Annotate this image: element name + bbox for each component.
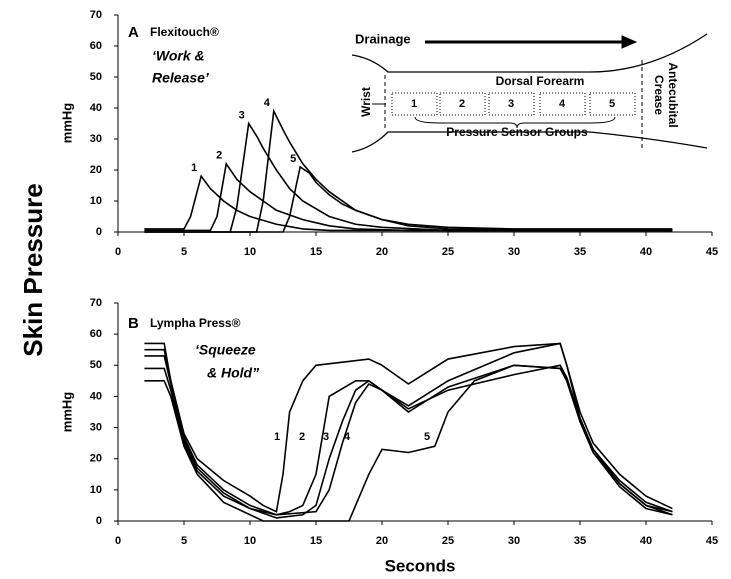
panel-subtitle: ‘Squeeze bbox=[195, 342, 256, 358]
series-line bbox=[144, 174, 673, 232]
series-label: 3 bbox=[323, 431, 329, 443]
sensor-label: 1 bbox=[411, 98, 417, 110]
crease-label: Antecubital bbox=[666, 62, 680, 127]
wrist-label: Wrist bbox=[359, 87, 373, 117]
series-line bbox=[144, 342, 673, 513]
panel-subtitle: Release’ bbox=[152, 70, 210, 86]
y-tick-label: 20 bbox=[90, 164, 102, 176]
y-tick-label: 30 bbox=[90, 133, 102, 145]
arm-outline bbox=[351, 33, 708, 73]
y-tick-label: 30 bbox=[90, 421, 102, 433]
y-tick-label: 10 bbox=[90, 195, 102, 207]
x-tick-label: 5 bbox=[181, 246, 187, 258]
y-tick-label: 0 bbox=[96, 515, 102, 527]
sensor-label: 5 bbox=[609, 98, 615, 110]
sensor-box bbox=[439, 92, 486, 116]
series-line bbox=[144, 364, 673, 522]
x-tick-label: 45 bbox=[706, 246, 718, 258]
x-tick-label: 15 bbox=[310, 535, 322, 547]
sensors-label: Pressure Sensor Groups bbox=[446, 125, 588, 139]
x-tick-label: 10 bbox=[244, 535, 256, 547]
x-tick-label: 20 bbox=[376, 535, 388, 547]
x-tick-label: 10 bbox=[244, 246, 256, 258]
series-label: 4 bbox=[344, 431, 351, 443]
x-tick-label: 20 bbox=[376, 246, 388, 258]
y-tick-label: 50 bbox=[90, 359, 102, 371]
x-tick-label: 35 bbox=[574, 535, 586, 547]
panel-subtitle: ‘Work & bbox=[152, 48, 205, 64]
sensor-box bbox=[488, 92, 535, 116]
series-label: 1 bbox=[191, 162, 197, 174]
sensor-box bbox=[589, 92, 636, 116]
x-tick-label: 15 bbox=[310, 246, 322, 258]
x-tick-label: 40 bbox=[640, 246, 652, 258]
drainage-label: Drainage bbox=[355, 31, 411, 46]
series-line bbox=[144, 161, 673, 232]
y-tick-label: 20 bbox=[90, 453, 102, 465]
series-line bbox=[144, 121, 673, 233]
arm-outline bbox=[351, 131, 708, 153]
figure-x-label: Seconds bbox=[385, 556, 456, 575]
series-label: 3 bbox=[239, 109, 245, 121]
y-tick-label: 70 bbox=[90, 297, 102, 309]
y-tick-label: 0 bbox=[96, 226, 102, 238]
y-tick-label: 50 bbox=[90, 71, 102, 83]
y-tick-label: 10 bbox=[90, 484, 102, 496]
x-tick-label: 25 bbox=[442, 535, 454, 547]
series-label: 5 bbox=[424, 431, 430, 443]
sensor-brace bbox=[414, 116, 616, 129]
x-tick-label: 35 bbox=[574, 246, 586, 258]
sensor-label: 2 bbox=[459, 98, 465, 110]
forearm-diagram bbox=[351, 33, 708, 153]
y-tick-label: 60 bbox=[90, 328, 102, 340]
x-tick-label: 5 bbox=[181, 535, 187, 547]
series-line bbox=[144, 165, 673, 233]
series-line bbox=[144, 364, 673, 516]
y-axis-label: mmHg bbox=[59, 103, 74, 144]
y-tick-label: 40 bbox=[90, 390, 102, 402]
drainage-arrow bbox=[621, 35, 638, 49]
y-tick-label: 70 bbox=[90, 9, 102, 21]
sensor-label: 3 bbox=[508, 98, 514, 110]
y-tick-label: 60 bbox=[90, 40, 102, 52]
panel-label: B bbox=[128, 315, 139, 332]
y-axis-label: mmHg bbox=[59, 392, 74, 433]
panel-subtitle: & Hold” bbox=[207, 365, 259, 381]
series-label: 2 bbox=[216, 150, 222, 162]
figure-y-label: Skin Pressure bbox=[18, 183, 48, 356]
region-label: Dorsal Forearm bbox=[496, 74, 585, 88]
y-tick-label: 40 bbox=[90, 102, 102, 114]
series-line bbox=[144, 108, 673, 233]
x-tick-label: 45 bbox=[706, 535, 718, 547]
x-tick-label: 30 bbox=[508, 246, 520, 258]
panel-title: Flexitouch® bbox=[150, 25, 219, 39]
x-tick-label: 0 bbox=[115, 535, 121, 547]
series-label: 5 bbox=[290, 153, 296, 165]
sensor-label: 4 bbox=[559, 98, 566, 110]
x-tick-label: 40 bbox=[640, 535, 652, 547]
x-tick-label: 25 bbox=[442, 246, 454, 258]
series-label: 1 bbox=[274, 431, 280, 443]
panel-label: A bbox=[128, 24, 139, 41]
crease-label: Crease bbox=[652, 75, 666, 115]
x-tick-label: 0 bbox=[115, 246, 121, 258]
x-tick-label: 30 bbox=[508, 535, 520, 547]
panel-title: Lympha Press® bbox=[150, 316, 241, 330]
series-label: 4 bbox=[264, 97, 271, 109]
sensor-box bbox=[539, 92, 586, 116]
sensor-box bbox=[391, 92, 438, 116]
series-label: 2 bbox=[299, 431, 305, 443]
